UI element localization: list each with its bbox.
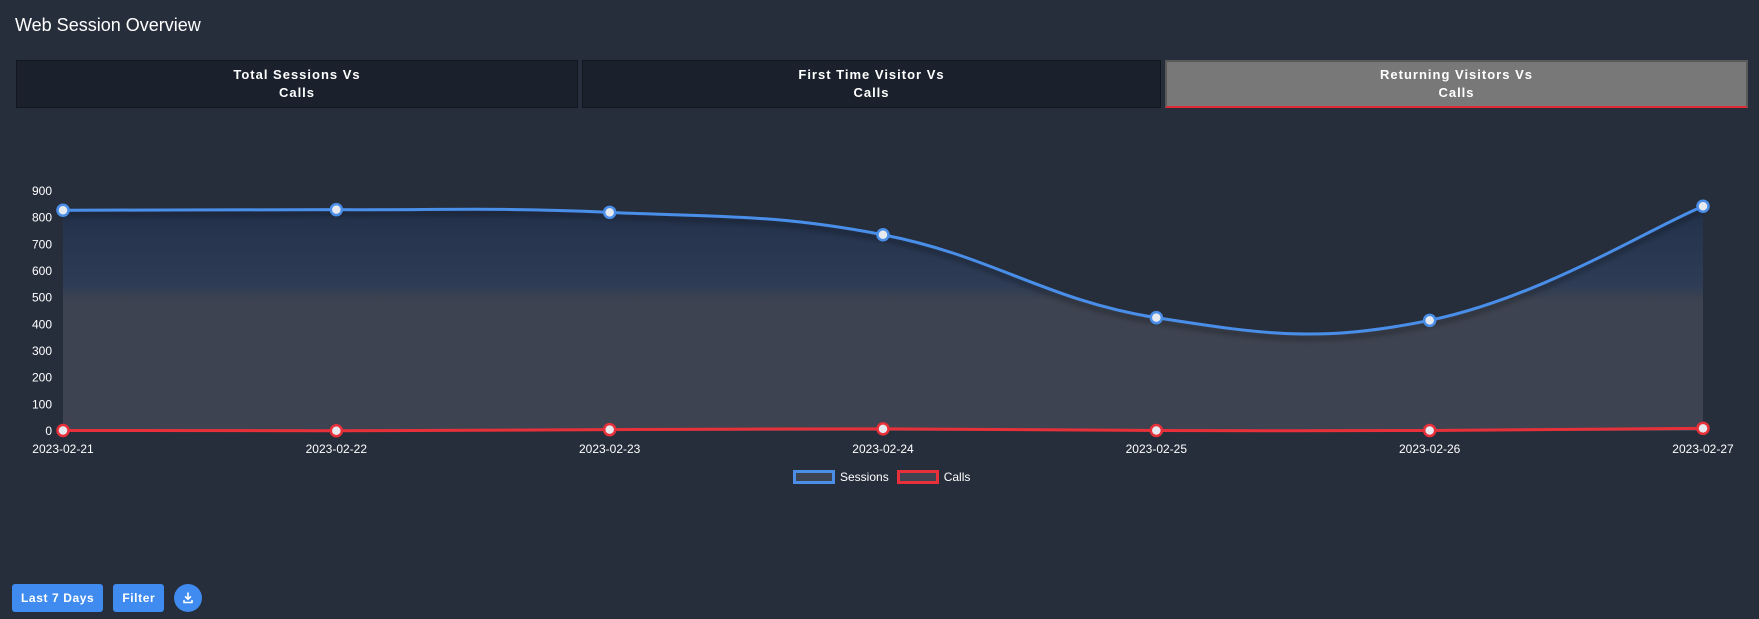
y-tick-label: 400	[32, 317, 52, 331]
data-point-calls[interactable]	[56, 423, 70, 438]
y-axis: 900 800 700 600 500 400 300 200 100 0	[32, 184, 52, 438]
y-tick-label: 600	[32, 264, 52, 278]
chart-legend: Sessions Calls	[793, 470, 970, 484]
date-range-button[interactable]: Last 7 Days	[12, 584, 104, 612]
page-title: Web Session Overview	[15, 15, 201, 35]
download-icon	[183, 592, 194, 604]
data-point-calls[interactable]	[876, 422, 890, 436]
legend-label-calls: Calls	[943, 470, 971, 484]
tab-returning-visitors-vs-calls[interactable]: Returning Visitors Vs Calls	[1165, 60, 1748, 108]
tab-label-line2: Calls	[1438, 85, 1475, 100]
x-tick-label: 2023-02-27	[1672, 442, 1734, 456]
legend-item-calls[interactable]: Calls	[896, 470, 971, 484]
data-point-sessions[interactable]	[329, 202, 344, 217]
legend-label-sessions: Sessions	[840, 470, 889, 484]
data-point-sessions[interactable]	[602, 205, 617, 220]
legend-item-sessions[interactable]: Sessions	[793, 470, 889, 484]
tab-label-line1: Total Sessions Vs	[233, 67, 361, 82]
y-tick-label: 300	[32, 344, 52, 358]
y-tick-label: 900	[32, 184, 52, 198]
data-point-calls[interactable]	[329, 423, 344, 438]
chart-controls: Last 7 Days Filter	[12, 584, 203, 612]
x-axis: 2023-02-21 2023-02-22 2023-02-23 2023-02-24…	[32, 442, 1734, 456]
legend-swatch-calls	[896, 470, 939, 484]
tab-label-line1: Returning Visitors Vs	[1380, 67, 1533, 82]
data-point-sessions[interactable]	[1696, 199, 1710, 213]
tab-total-sessions-vs-calls[interactable]: Total Sessions Vs Calls	[16, 60, 578, 108]
x-tick-label: 2023-02-21	[32, 442, 94, 456]
download-button[interactable]	[174, 584, 203, 612]
data-point-sessions[interactable]	[876, 227, 890, 242]
y-tick-label: 700	[32, 237, 52, 251]
y-tick-label: 100	[32, 397, 52, 411]
x-tick-label: 2023-02-24	[852, 442, 914, 456]
legend-swatch-sessions	[793, 470, 835, 484]
tab-first-time-visitor-vs-calls[interactable]: First Time Visitor Vs Calls	[582, 60, 1161, 108]
data-point-sessions[interactable]	[56, 203, 70, 217]
data-point-calls[interactable]	[602, 422, 617, 437]
series-area-sessions	[63, 206, 1703, 431]
x-tick-label: 2023-02-26	[1399, 442, 1461, 456]
data-point-sessions[interactable]	[1149, 310, 1164, 325]
x-tick-label: 2023-02-25	[1126, 442, 1188, 456]
data-point-calls[interactable]	[1696, 421, 1710, 436]
y-tick-label: 200	[32, 371, 52, 385]
data-point-calls[interactable]	[1149, 423, 1164, 438]
y-tick-label: 800	[32, 211, 52, 225]
data-point-sessions[interactable]	[1422, 313, 1437, 328]
chart-tabs: Total Sessions Vs Calls First Time Visit…	[16, 60, 1748, 108]
plot-area	[56, 199, 1710, 438]
x-tick-label: 2023-02-23	[579, 442, 641, 456]
data-point-calls[interactable]	[1422, 423, 1437, 438]
tab-label-line2: Calls	[278, 85, 316, 100]
y-tick-label: 500	[32, 291, 52, 305]
tab-label-line2: Calls	[853, 85, 890, 100]
tab-label-line1: First Time Visitor Vs	[798, 67, 945, 82]
filter-button[interactable]: Filter	[113, 584, 165, 612]
x-tick-label: 2023-02-22	[306, 442, 368, 456]
y-tick-label: 0	[45, 424, 52, 438]
